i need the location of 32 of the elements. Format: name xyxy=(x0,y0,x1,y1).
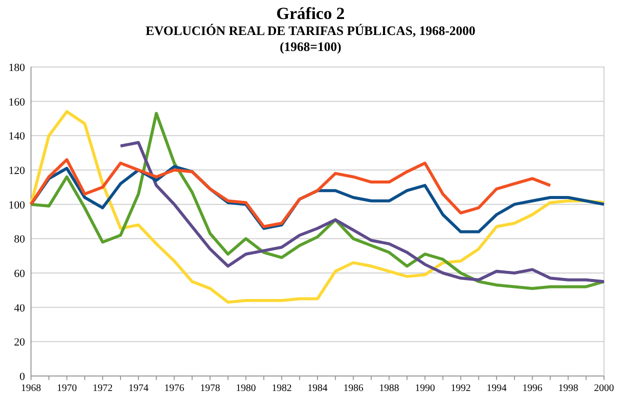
x-tick-label: 1992 xyxy=(450,383,471,394)
y-tick-label: 80 xyxy=(14,234,26,246)
x-tick-label: 2000 xyxy=(594,383,614,394)
y-tick-label: 140 xyxy=(8,130,26,143)
y-tick-label: 20 xyxy=(14,336,26,349)
x-tick-label: 1976 xyxy=(164,383,184,394)
x-tick-label: 1988 xyxy=(379,383,400,394)
y-tick-label: 40 xyxy=(14,302,26,314)
x-tick-label: 1982 xyxy=(272,383,292,394)
y-tick-label: 160 xyxy=(8,96,26,108)
chart-subtitle: EVOLUCIÓN REAL DE TARIFAS PÚBLICAS, 1968-2000 xyxy=(146,23,476,38)
y-tick-label: 60 xyxy=(14,268,26,280)
x-tick-label: 1968 xyxy=(21,383,41,394)
x-tick-label: 1978 xyxy=(200,383,220,394)
x-tick-label: 1984 xyxy=(308,383,328,394)
x-tick-label: 1974 xyxy=(128,383,148,394)
x-tick-label: 1994 xyxy=(486,383,507,394)
x-tick-label: 1998 xyxy=(558,383,578,394)
line-series xyxy=(30,158,552,228)
chart-title: Gráfico 2 xyxy=(276,4,345,23)
text: (1968=100) xyxy=(280,39,342,54)
y-tick-label: 120 xyxy=(8,165,26,177)
x-tick-label: 1970 xyxy=(56,383,77,394)
y-tick-label: 180 xyxy=(8,62,26,74)
x-tick-label: 1990 xyxy=(414,383,435,394)
x-tick-label: 1972 xyxy=(92,383,113,394)
x-tick-label: 1996 xyxy=(522,383,542,394)
x-tick-label: 1986 xyxy=(343,383,364,394)
line-series xyxy=(119,141,606,284)
y-tick-label: 100 xyxy=(8,199,26,212)
y-tick-label: 0 xyxy=(20,371,26,383)
x-tick-label: 1980 xyxy=(236,383,256,394)
